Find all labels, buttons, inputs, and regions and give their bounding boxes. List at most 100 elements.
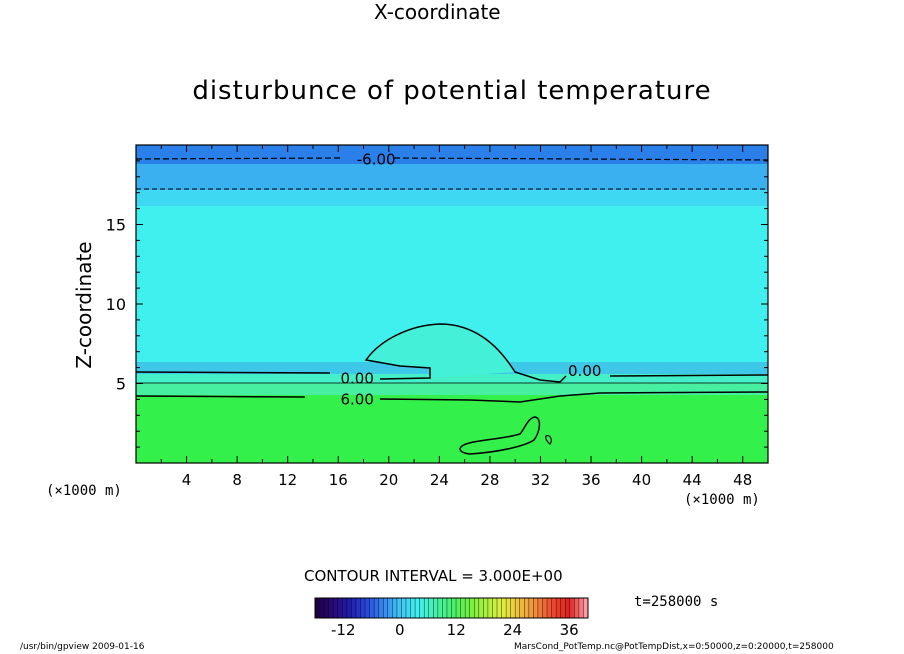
x-tick-label: 20 bbox=[379, 471, 398, 489]
colorbar-swatch bbox=[510, 598, 516, 618]
x-tick-label: 32 bbox=[531, 471, 550, 489]
colorbar-swatch bbox=[474, 598, 480, 618]
contour-6-left bbox=[136, 391, 768, 403]
field-band-seafoam bbox=[136, 383, 768, 395]
contour-neg6-top bbox=[136, 157, 768, 161]
colorbar-swatch bbox=[446, 598, 452, 618]
colorbar-swatch bbox=[383, 598, 389, 618]
footer-right: MarsCond_PotTemp.nc@PotTempDist,x=0:5000… bbox=[514, 642, 834, 652]
y-tick-label: 10 bbox=[106, 295, 126, 314]
field-band-transition bbox=[136, 190, 768, 206]
colorbar: -12 0 12 24 36 bbox=[314, 597, 589, 639]
colorbar-swatch bbox=[360, 598, 366, 618]
colorbar-swatch bbox=[433, 598, 439, 618]
colorbar-swatch bbox=[524, 598, 530, 618]
colorbar-swatch bbox=[469, 598, 475, 618]
colorbar-swatch bbox=[319, 598, 325, 618]
colorbar-tick-label: 36 bbox=[560, 621, 579, 639]
x-tick-label: 40 bbox=[632, 471, 651, 489]
colorbar-tick-label: 24 bbox=[503, 621, 522, 639]
contour-label: 0.00 bbox=[568, 362, 601, 380]
x-unit-right: (×1000 m) bbox=[684, 492, 760, 508]
colorbar-swatch bbox=[396, 598, 402, 618]
colorbar-swatch bbox=[437, 598, 443, 618]
footer-left: /usr/bin/gpview 2009-01-16 bbox=[20, 642, 145, 652]
colorbar-swatch bbox=[346, 598, 352, 618]
colorbar-swatch bbox=[415, 598, 420, 618]
x-tick-label: 12 bbox=[278, 471, 297, 489]
field-bubble bbox=[366, 324, 515, 378]
y-axis-label: Z-coordinate bbox=[72, 241, 96, 369]
y-axis: 5 10 15 bbox=[106, 160, 768, 448]
colorbar-swatch bbox=[478, 598, 484, 618]
colorbar-swatch bbox=[569, 598, 575, 618]
colorbar-swatch bbox=[342, 598, 348, 618]
colorbar-swatch bbox=[428, 598, 434, 618]
colorbar-swatch bbox=[351, 598, 357, 618]
colorbar-swatch bbox=[528, 598, 534, 618]
colorbar-swatch bbox=[492, 598, 498, 618]
contour-interval: CONTOUR INTERVAL = 3.000E+00 bbox=[304, 567, 563, 585]
colorbar-swatch bbox=[515, 598, 521, 618]
colorbar-swatch bbox=[487, 598, 493, 618]
colorbar-swatch bbox=[547, 598, 552, 618]
colorbar-swatch bbox=[497, 598, 502, 618]
x-tick-label: 24 bbox=[430, 471, 449, 489]
time-label: t=258000 s bbox=[634, 594, 719, 610]
colorbar-swatch bbox=[565, 598, 571, 618]
contour-label: 0.00 bbox=[340, 370, 373, 388]
colorbar-frame bbox=[314, 597, 589, 619]
colorbar-swatch bbox=[551, 598, 557, 618]
colorbar-swatch bbox=[578, 598, 584, 618]
x-axis-label: X-coordinate bbox=[374, 0, 501, 24]
chart-title: disturbunce of potential temperature bbox=[192, 76, 712, 106]
colorbar-swatch bbox=[460, 598, 466, 618]
contour-6-small bbox=[545, 435, 552, 445]
contour-label: -6.00 bbox=[357, 150, 396, 168]
colorbar-swatch bbox=[442, 598, 448, 618]
colorbar-swatch bbox=[328, 598, 334, 618]
colorbar-swatch bbox=[465, 598, 470, 618]
colorbar-swatch bbox=[419, 598, 425, 618]
colorbar-swatch bbox=[542, 598, 548, 618]
x-tick-label: 44 bbox=[683, 471, 702, 489]
contour-labels: -6.00 0.00 6.00 0.00 bbox=[340, 150, 601, 408]
colorbar-tick-label: -12 bbox=[331, 621, 356, 639]
colorbar-swatch bbox=[560, 598, 566, 618]
colorbar-tick-label: 0 bbox=[395, 621, 405, 639]
colorbar-swatch bbox=[355, 598, 361, 618]
colorbar-swatch bbox=[392, 598, 398, 618]
colorbar-swatch bbox=[574, 598, 580, 618]
x-tick-label: 48 bbox=[733, 471, 752, 489]
field-band-green bbox=[136, 395, 768, 463]
colorbar-swatch bbox=[333, 598, 339, 618]
colorbar-swatch bbox=[374, 598, 379, 618]
colorbar-swatch bbox=[369, 598, 375, 618]
colorbar-swatch bbox=[387, 598, 393, 618]
colorbar-swatch bbox=[315, 598, 320, 618]
colorbar-swatch bbox=[456, 598, 461, 618]
y-tick-label: 5 bbox=[116, 375, 126, 394]
field-band-top bbox=[136, 145, 768, 164]
colorbar-swatch bbox=[410, 598, 416, 618]
colorbar-swatch bbox=[556, 598, 561, 618]
colorbar-swatch bbox=[537, 598, 543, 618]
x-tick-label: 28 bbox=[480, 471, 499, 489]
contour-label: 6.00 bbox=[340, 390, 373, 408]
colorbar-swatch bbox=[533, 598, 539, 618]
colorbar-swatch bbox=[378, 598, 384, 618]
colorbar-swatch bbox=[401, 598, 407, 618]
colorbar-tick-label: 12 bbox=[447, 621, 466, 639]
field-band-upper bbox=[136, 164, 768, 190]
contour-0-left bbox=[136, 323, 567, 383]
colorbar-swatch bbox=[365, 598, 370, 618]
colorbar-swatch bbox=[451, 598, 457, 618]
colorbar-swatch bbox=[483, 598, 489, 618]
x-tick-label: 4 bbox=[182, 471, 192, 489]
colorbar-swatch bbox=[506, 598, 511, 618]
x-tick-label: 16 bbox=[329, 471, 348, 489]
contour-6-blob bbox=[459, 416, 541, 455]
colorbar-swatch bbox=[519, 598, 525, 618]
colorbar-swatch bbox=[501, 598, 507, 618]
